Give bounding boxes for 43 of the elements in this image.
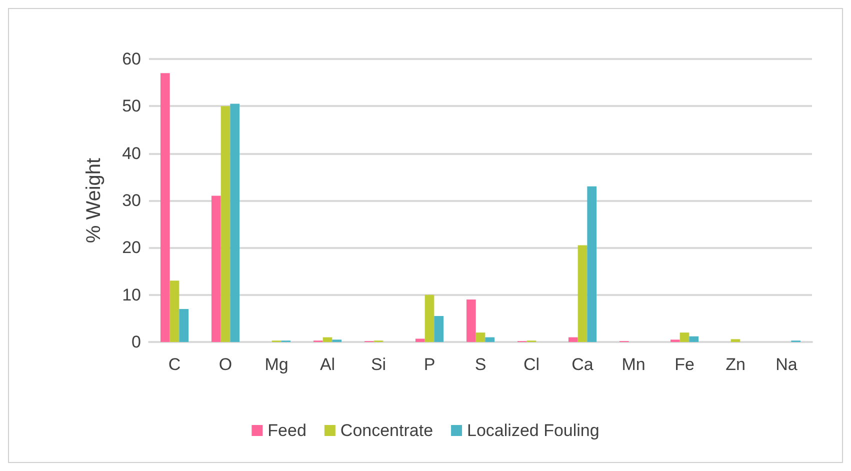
x-tick-label: Cl: [523, 355, 540, 374]
y-tick-label: 30: [122, 191, 141, 210]
bar: [568, 337, 578, 342]
y-tick-label: 50: [122, 96, 141, 116]
y-tick-label: 40: [122, 144, 141, 163]
x-tick-label: S: [474, 355, 486, 374]
bar: [689, 336, 699, 342]
x-tick-label: Ca: [572, 355, 594, 374]
bar: [230, 104, 240, 342]
y-tick-label: 20: [122, 238, 141, 258]
y-tick-label: 60: [122, 50, 141, 68]
x-tick-label: Fe: [674, 355, 694, 374]
bar: [730, 339, 740, 342]
legend-label: Feed: [268, 421, 306, 440]
bar: [476, 332, 486, 342]
y-tick-label: 10: [122, 285, 141, 304]
bar: [160, 73, 170, 342]
bar: [211, 196, 221, 342]
bar: [170, 280, 180, 342]
bar: [415, 338, 425, 342]
x-tick-label: Na: [776, 355, 798, 374]
bar: [434, 316, 444, 342]
legend-label: Concentrate: [340, 421, 434, 440]
x-tick-label: Al: [320, 355, 336, 374]
bar: [578, 245, 588, 342]
x-tick-label: Mn: [622, 355, 646, 374]
bar: [322, 337, 332, 342]
x-tick-label: O: [218, 355, 232, 374]
x-tick-label: Si: [370, 355, 386, 374]
x-tick-label: Zn: [726, 355, 746, 374]
x-tick-label: C: [168, 355, 181, 374]
y-axis-title: % Weight: [83, 157, 105, 244]
bar: [485, 337, 495, 342]
bar: [680, 332, 690, 342]
bar: [220, 106, 230, 342]
x-tick-label: Mg: [264, 355, 288, 374]
bar: [424, 294, 434, 342]
bar: [466, 300, 476, 342]
x-tick-label: P: [424, 355, 436, 374]
legend-label: Localized Fouling: [467, 421, 600, 440]
y-tick-label: 0: [132, 332, 141, 352]
bar: [587, 186, 597, 342]
bar: [179, 308, 189, 342]
